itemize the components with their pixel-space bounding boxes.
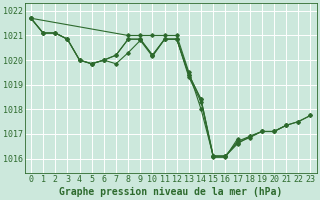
X-axis label: Graphe pression niveau de la mer (hPa): Graphe pression niveau de la mer (hPa) (59, 186, 282, 197)
